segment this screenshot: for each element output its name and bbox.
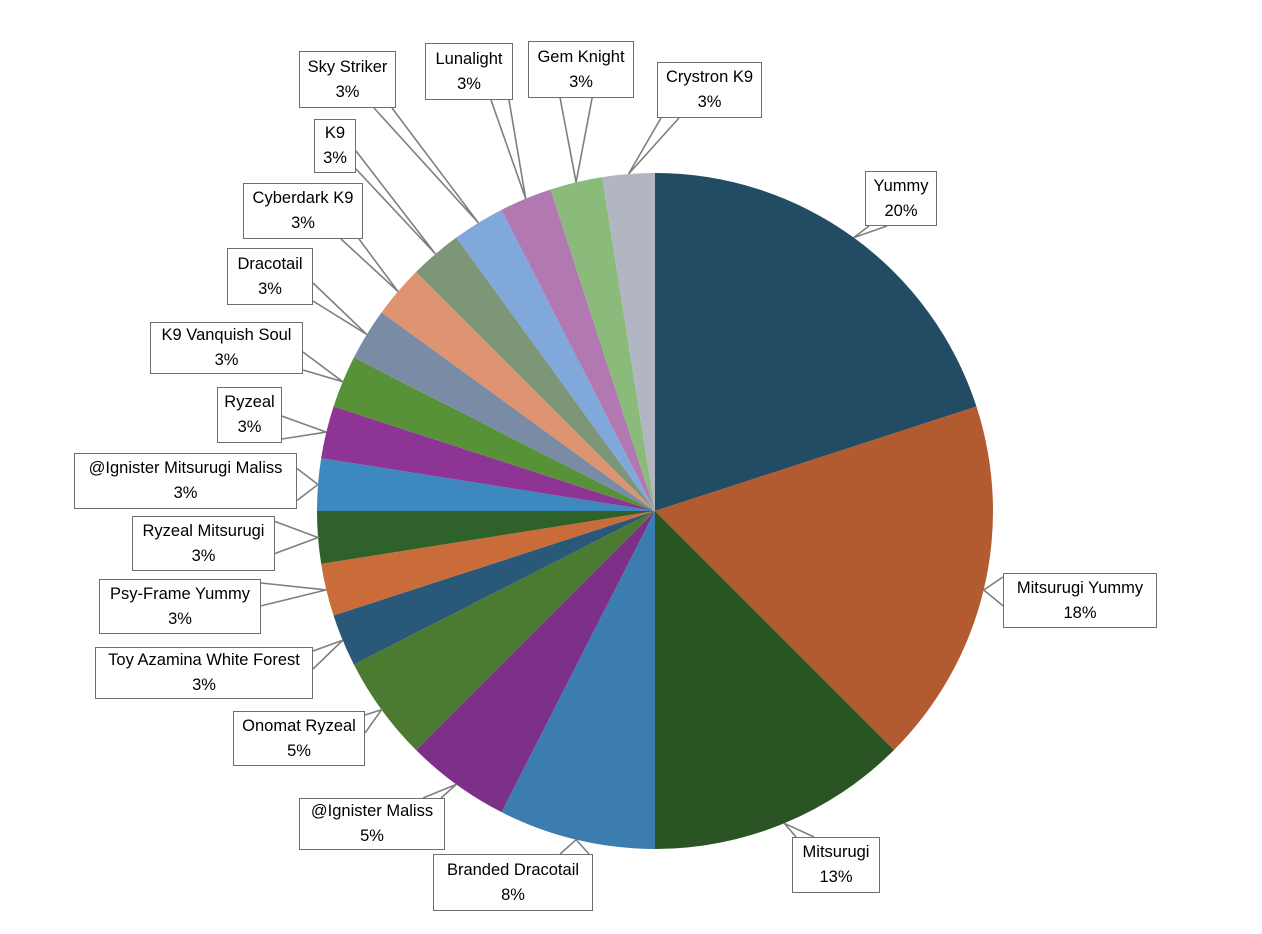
leader-line-k9 <box>355 150 437 255</box>
leader-line-cyberdark-k9 <box>340 238 399 293</box>
data-label-toy-azamina-white-forest[interactable]: Toy Azamina White Forest 3% <box>95 647 313 699</box>
leader-line-ignister-maliss <box>422 783 457 799</box>
slice-percent: 3% <box>335 82 360 101</box>
pie-slice-k9[interactable] <box>416 237 655 512</box>
slice-name: Dracotail <box>237 254 303 273</box>
leader-line-branded-dracotail <box>559 838 590 855</box>
data-label-dracotail[interactable]: Dracotail 3% <box>227 248 313 305</box>
slice-name: Mitsurugi <box>802 843 870 862</box>
data-label-k9-vanquish-soul[interactable]: K9 Vanquish Soul 3% <box>150 322 303 374</box>
slice-percent: 3% <box>291 214 315 232</box>
leader-line-mitsurugi <box>783 822 815 838</box>
slice-name: @Ignister Mitsurugi Maliss <box>88 459 283 478</box>
pie-slice-toy-azamina-white-forest[interactable] <box>333 511 655 665</box>
slice-name: Onomat Ryzeal <box>242 716 356 735</box>
leader-line-dracotail <box>312 282 368 336</box>
data-label-onomat-ryzeal[interactable]: Onomat Ryzeal 5% <box>233 711 365 766</box>
data-label-ryzeal-mitsurugi[interactable]: Ryzeal Mitsurugi 3% <box>132 516 275 571</box>
data-label-crystron-k9[interactable]: Crystron K9 3% <box>657 62 762 118</box>
pie-slice-sky-striker[interactable] <box>456 209 655 511</box>
slice-percent: 5% <box>360 827 384 845</box>
slice-name: Ryzeal <box>224 393 275 412</box>
slice-percent: 3% <box>191 546 216 565</box>
data-label-gem-knight[interactable]: Gem Knight 3% <box>528 41 634 98</box>
data-label-sky-striker[interactable]: Sky Striker 3% <box>299 51 396 108</box>
pie-slice-branded-dracotail[interactable] <box>501 511 655 849</box>
slice-name: Branded Dracotail <box>446 860 580 879</box>
slice-percent: 3% <box>214 351 239 369</box>
leader-line-sky-striker <box>373 107 480 224</box>
slice-percent: 3% <box>258 279 282 298</box>
leader-line-crystron-k9 <box>627 117 680 175</box>
leader-line-yummy <box>853 225 888 239</box>
data-label-ignister-maliss[interactable]: @Ignister Maliss 5% <box>299 798 445 850</box>
slice-name: @Ignister Maliss <box>310 802 434 821</box>
data-label-mitsurugi-yummy[interactable]: Mitsurugi Yummy 18% <box>1003 573 1157 628</box>
leader-line-psy-frame-yummy <box>260 582 327 607</box>
pie-slice-ryzeal-mitsurugi[interactable] <box>317 511 655 564</box>
slice-name: K9 <box>324 124 346 143</box>
slice-name: Psy-Frame Yummy <box>110 584 250 603</box>
pie-slice-cyberdark-k9[interactable] <box>381 272 655 511</box>
pie-slice-mitsurugi[interactable] <box>655 511 894 849</box>
slice-name: Mitsurugi Yummy <box>1016 578 1144 597</box>
slice-percent: 3% <box>192 676 216 694</box>
pie-slice-gem-knight[interactable] <box>550 177 655 511</box>
data-label-yummy[interactable]: Yummy 20% <box>865 171 937 226</box>
slice-percent: 5% <box>287 741 311 760</box>
data-label-psy-frame-yummy[interactable]: Psy-Frame Yummy 3% <box>99 579 261 634</box>
slice-name: Gem Knight <box>537 47 625 66</box>
pie-slice-lunalight[interactable] <box>501 189 655 512</box>
leader-line-toy-azamina-white-forest <box>312 639 344 670</box>
leader-line-k9-vanquish-soul <box>302 351 344 383</box>
leader-line-onomat-ryzeal <box>364 708 384 734</box>
data-label-mitsurugi[interactable]: Mitsurugi 13% <box>792 837 880 893</box>
slice-percent: 3% <box>457 74 481 93</box>
leader-line-gem-knight <box>559 97 593 183</box>
slice-name: Lunalight <box>435 49 503 68</box>
pie-slice-mitsurugi-yummy[interactable] <box>655 406 994 750</box>
pie-slice-ryzeal[interactable] <box>321 406 655 511</box>
slice-percent: 3% <box>697 93 722 111</box>
leader-line-mitsurugi-yummy <box>982 576 1004 607</box>
slice-name: K9 Vanquish Soul <box>161 326 292 345</box>
slice-percent: 3% <box>168 609 192 628</box>
data-label-ryzeal[interactable]: Ryzeal 3% <box>217 387 282 443</box>
slice-percent: 3% <box>323 149 347 167</box>
data-label-ignister-mitsurugi-maliss[interactable]: @Ignister Mitsurugi Maliss 3% <box>74 453 297 509</box>
pie-slice-k9-vanquish-soul[interactable] <box>333 357 655 511</box>
data-label-cyberdark-k9[interactable]: Cyberdark K9 3% <box>243 183 363 239</box>
leader-line-ignister-mitsurugi-maliss <box>296 467 320 502</box>
slice-name: Yummy <box>873 176 929 195</box>
slice-percent: 8% <box>501 885 525 904</box>
slice-percent: 3% <box>569 72 593 91</box>
slice-percent: 13% <box>819 868 853 886</box>
slice-percent: 3% <box>173 484 198 502</box>
slice-name: Sky Striker <box>307 57 388 76</box>
data-label-branded-dracotail[interactable]: Branded Dracotail 8% <box>433 854 593 911</box>
pie-slice-psy-frame-yummy[interactable] <box>321 511 655 616</box>
slice-percent: 20% <box>884 201 918 220</box>
slice-percent: 3% <box>237 418 262 436</box>
pie-slice-crystron-k9[interactable] <box>602 173 655 511</box>
slice-name: Cyberdark K9 <box>252 189 354 208</box>
pie-slice-dracotail[interactable] <box>353 312 655 511</box>
leader-line-ryzeal <box>281 415 327 440</box>
pie-slice-ignister-maliss[interactable] <box>416 511 655 813</box>
pie-slice-onomat-ryzeal[interactable] <box>353 511 655 750</box>
slice-name: Ryzeal Mitsurugi <box>142 521 265 540</box>
data-label-lunalight[interactable]: Lunalight 3% <box>425 43 513 100</box>
leader-line-lunalight <box>490 99 527 199</box>
data-label-k9[interactable]: K9 3% <box>314 119 356 173</box>
slice-name: Crystron K9 <box>665 68 754 87</box>
slice-name: Toy Azamina White Forest <box>108 651 300 670</box>
pie-slice-yummy[interactable] <box>655 173 977 511</box>
slice-percent: 18% <box>1063 603 1097 622</box>
leader-line-ryzeal-mitsurugi <box>274 520 321 555</box>
pie-slice-ignister-mitsurugi-maliss[interactable] <box>317 458 655 511</box>
